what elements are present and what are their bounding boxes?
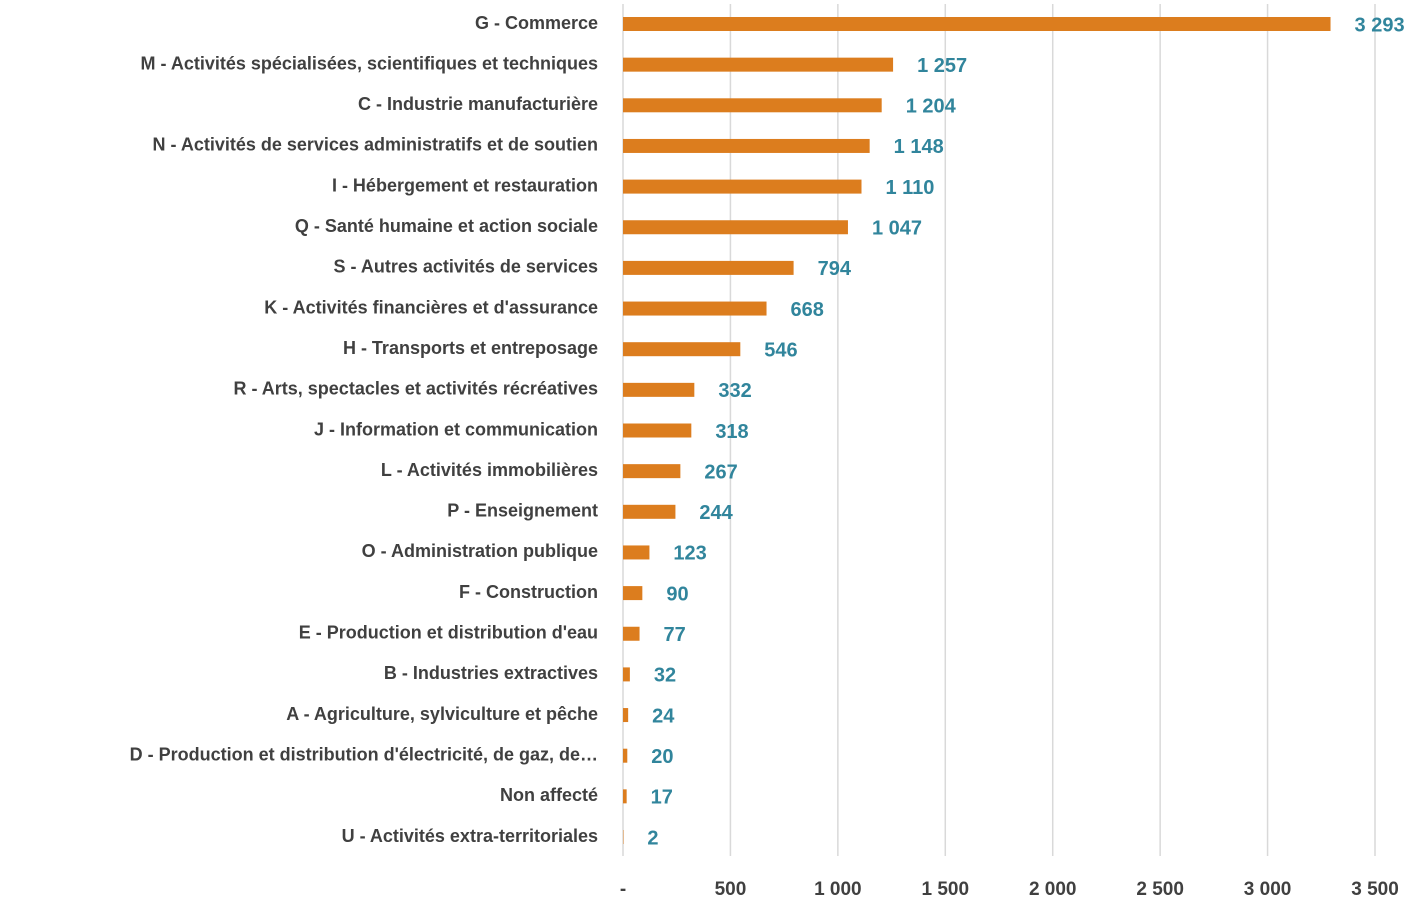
category-label: U - Activités extra-territoriales: [342, 826, 598, 846]
bar: [623, 708, 629, 723]
bar: [623, 748, 628, 763]
bar: [623, 57, 894, 72]
category-label: R - Arts, spectacles et activités récréa…: [233, 379, 598, 399]
value-label: 1 204: [906, 96, 957, 118]
bar: [623, 464, 681, 479]
category-label: C - Industrie manufacturière: [358, 94, 598, 114]
value-label: 1 110: [885, 177, 934, 199]
category-label: N - Activités de services administratifs…: [153, 135, 598, 155]
bar: [623, 626, 640, 641]
value-label: 24: [652, 705, 675, 727]
category-label: A - Agriculture, sylviculture et pêche: [286, 704, 598, 724]
bar: [623, 301, 767, 316]
bar: [623, 504, 676, 519]
value-label: 244: [699, 502, 733, 524]
category-label: S - Autres activités de services: [334, 257, 598, 277]
bar: [623, 382, 695, 397]
x-tick-label: 1 000: [814, 879, 862, 900]
value-label: 17: [651, 787, 673, 809]
value-label: 318: [715, 421, 748, 443]
value-label: 2: [647, 827, 658, 849]
bar: [623, 667, 630, 682]
value-label: 77: [664, 624, 686, 646]
bar: [623, 342, 741, 357]
bar: [623, 260, 794, 275]
category-label: K - Activités financières et d'assurance: [264, 297, 598, 317]
value-label: 794: [818, 258, 852, 280]
value-label: 546: [764, 339, 797, 361]
category-label: H - Transports et entreposage: [343, 338, 598, 358]
bar: [623, 138, 870, 153]
value-label: 1 047: [872, 218, 922, 240]
value-label: 1 148: [894, 136, 944, 158]
value-label: 123: [673, 543, 706, 565]
x-tick-label: 500: [715, 879, 747, 900]
category-label: B - Industries extractives: [384, 663, 598, 683]
value-label: 267: [704, 461, 737, 483]
category-label: G - Commerce: [475, 13, 598, 33]
value-label: 32: [654, 665, 676, 687]
value-label: 1 257: [917, 55, 967, 77]
bar: [623, 179, 862, 194]
value-label: 3 293: [1355, 14, 1405, 36]
category-label: F - Construction: [459, 582, 598, 602]
category-label: L - Activités immobilières: [381, 460, 598, 480]
bar: [623, 586, 643, 601]
x-tick-label: 3 000: [1244, 879, 1292, 900]
value-label: 332: [718, 380, 751, 402]
bar: [623, 98, 882, 113]
x-tick-label: -: [620, 879, 626, 900]
value-label: 90: [666, 583, 688, 605]
x-tick-label: 2 500: [1136, 879, 1184, 900]
category-label: Q - Santé humaine et action sociale: [295, 216, 598, 236]
category-label: D - Production et distribution d'électri…: [130, 744, 598, 764]
bar: [623, 789, 627, 804]
bar: [623, 220, 848, 235]
value-label: 668: [791, 299, 824, 321]
category-label: P - Enseignement: [447, 501, 598, 521]
category-label: J - Information et communication: [314, 419, 598, 439]
category-label: M - Activités spécialisées, scientifique…: [141, 53, 599, 73]
category-label: Non affecté: [500, 785, 598, 805]
category-label: I - Hébergement et restauration: [332, 175, 598, 195]
category-label: E - Production et distribution d'eau: [299, 623, 598, 643]
x-tick-label: 2 000: [1029, 879, 1077, 900]
x-tick-label: 3 500: [1351, 879, 1399, 900]
value-label: 20: [651, 746, 673, 768]
category-label: O - Administration publique: [362, 541, 598, 561]
bar: [623, 423, 692, 438]
x-tick-label: 1 500: [922, 879, 970, 900]
bar: [623, 545, 650, 560]
bar: [623, 17, 1331, 31]
